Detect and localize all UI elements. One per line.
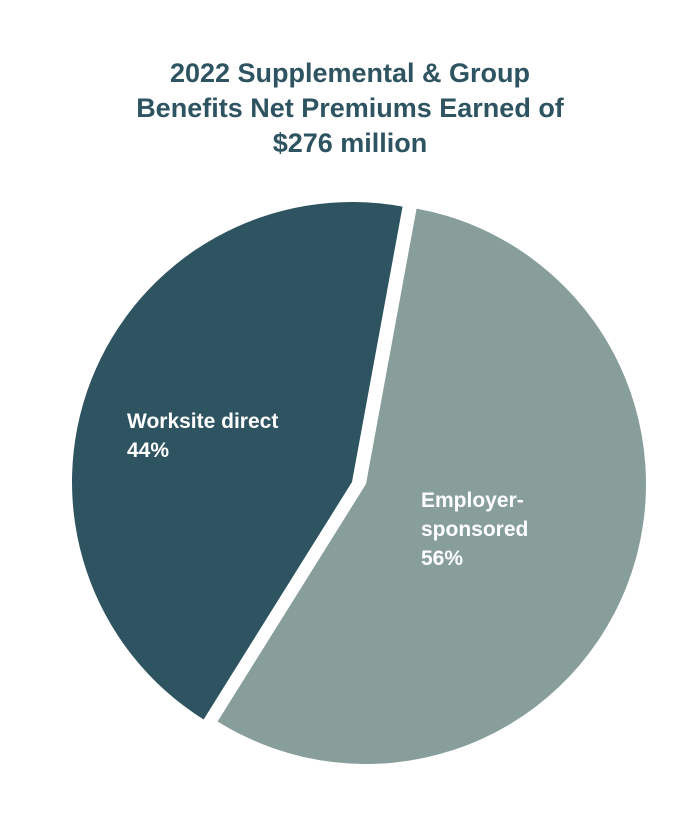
slice-label-employer-sponsored-line-2: sponsored bbox=[421, 518, 528, 541]
chart-title-line-1: 2022 Supplemental & Group bbox=[169, 58, 531, 88]
chart-title-line-3: $276 million bbox=[272, 128, 428, 158]
slice-label-worksite-direct-line-1: Worksite direct bbox=[127, 410, 278, 433]
slice-value-employer-sponsored: 56% bbox=[421, 547, 463, 570]
slice-label-employer-sponsored: Employer- sponsored 56% bbox=[421, 489, 534, 570]
chart-title: 2022 Supplemental & Group Benefits Net P… bbox=[0, 56, 700, 161]
slice-label-worksite-direct: Worksite direct 44% bbox=[127, 410, 284, 462]
chart-title-line-2: Benefits Net Premiums Earned of bbox=[136, 93, 564, 123]
pie-slice-employer-sponsored bbox=[217, 208, 646, 764]
slice-label-employer-sponsored-line-1: Employer- bbox=[421, 489, 524, 512]
pie-slice-worksite-direct bbox=[71, 201, 403, 720]
slice-value-worksite-direct: 44% bbox=[127, 439, 169, 462]
